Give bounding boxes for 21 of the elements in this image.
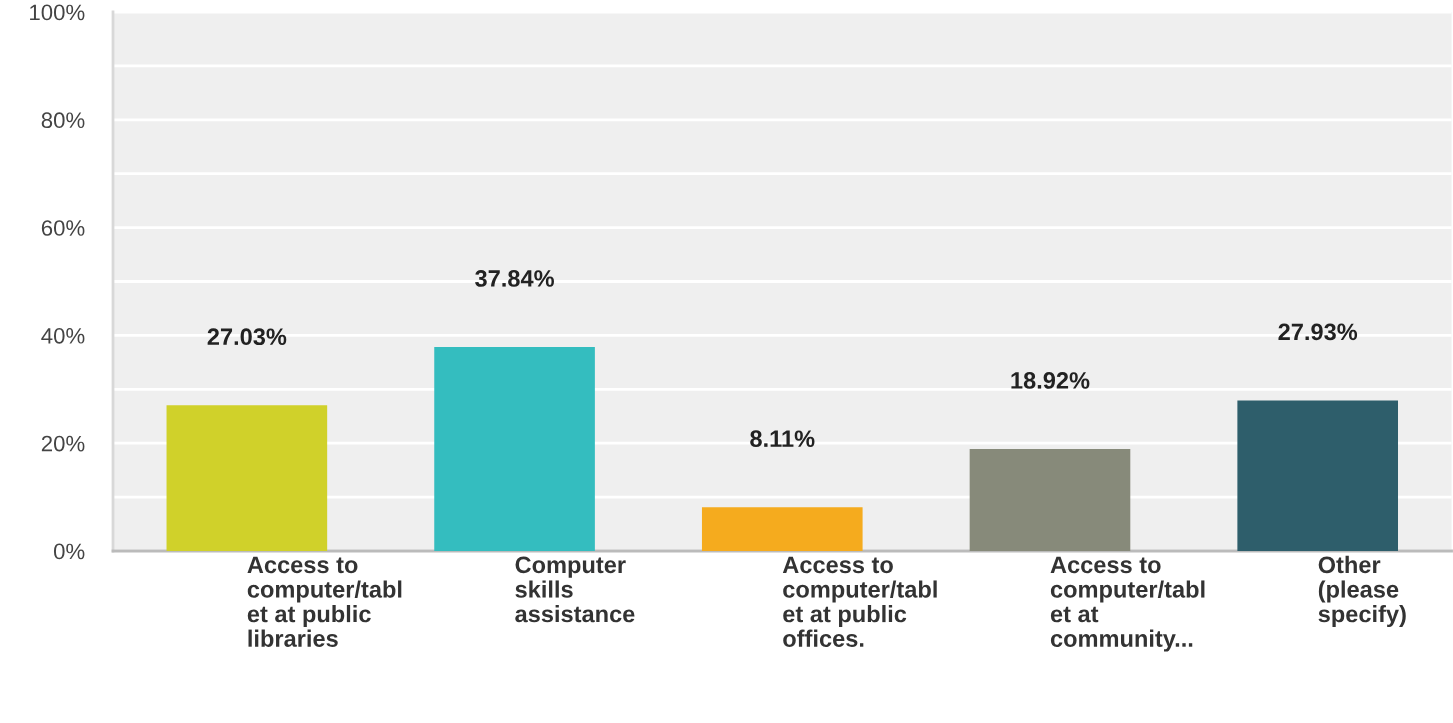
x-tick-label: Computer skills assistance [515,556,635,623]
data-label: 27.93% [1278,323,1358,341]
x-tick-label: Access to computer/tabl et at community... [1050,556,1205,652]
data-label: 27.03% [207,328,287,346]
bar [969,449,1131,551]
y-tick-label: 0% [53,543,85,560]
y-tick-label: 100% [30,4,85,21]
x-tick-label: Access to computer/tabl et at public offices. [782,556,937,647]
data-label: 18.92% [1011,372,1090,389]
bar [701,507,863,551]
y-tick-label: 80% [41,112,85,129]
x-tick-label: Access to computer/tabl et at public libraries [247,556,402,647]
y-tick-label: 40% [41,327,85,344]
x-tick-label: Other (please specify) [1318,555,1406,628]
y-tick-label: 60% [41,220,85,236]
data-label: 8.11% [750,430,815,448]
y-tick-label: 20% [41,435,85,452]
bar [434,347,595,551]
bar [1237,400,1399,551]
bar [166,405,328,551]
data-label: 37.84% [475,270,554,287]
